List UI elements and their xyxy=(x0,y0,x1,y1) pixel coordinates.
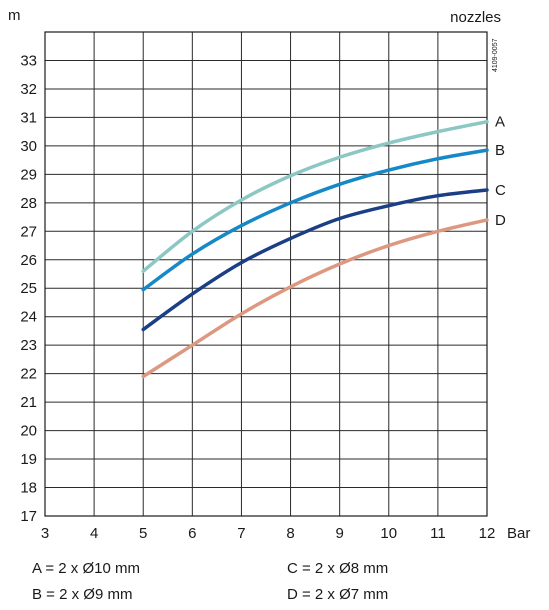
legend-entry-c: C = 2 x Ø8 mm xyxy=(287,560,389,577)
y-tick-label: 18 xyxy=(20,480,37,497)
y-tick-label: 23 xyxy=(20,337,37,354)
series-label-b: B xyxy=(495,142,505,159)
y-tick-label: 25 xyxy=(20,280,37,297)
y-tick-label: 26 xyxy=(20,252,37,269)
y-tick-label: 20 xyxy=(20,423,37,440)
x-tick-label: 9 xyxy=(335,525,343,540)
y-tick-label: 19 xyxy=(20,451,37,468)
x-tick-label: 7 xyxy=(237,525,245,540)
legend-title: nozzles xyxy=(450,9,501,26)
x-tick-label: 12 xyxy=(479,525,496,540)
y-tick-label: 33 xyxy=(20,52,37,69)
y-tick-label: 27 xyxy=(20,223,37,240)
x-tick-label: 11 xyxy=(430,525,446,540)
x-tick-label: 4 xyxy=(90,525,98,540)
x-tick-label: 8 xyxy=(286,525,294,540)
legend-entry-d: D = 2 x Ø7 mm xyxy=(287,586,389,603)
y-tick-label: 17 xyxy=(20,508,37,525)
y-tick-label: 31 xyxy=(20,109,37,126)
y-tick-label: 28 xyxy=(20,195,37,212)
y-tick-label: 29 xyxy=(20,166,37,183)
plot-frame xyxy=(44,31,488,517)
y-tick-label: 30 xyxy=(20,138,37,155)
figure-code: 4109-0057 xyxy=(492,38,499,72)
y-tick-label: 22 xyxy=(20,366,37,383)
series-label-c: C xyxy=(495,182,506,199)
legend-entry-b: B = 2 x Ø9 mm xyxy=(32,586,133,603)
series-label-d: D xyxy=(495,212,506,229)
series-line-b xyxy=(141,148,489,292)
legend-entry-a: A = 2 x Ø10 mm xyxy=(32,560,140,577)
x-tick-label: 5 xyxy=(139,525,147,540)
y-tick-label: 21 xyxy=(20,394,37,411)
x-tick-label: 6 xyxy=(188,525,196,540)
y-tick-label: 24 xyxy=(20,309,37,326)
series-line-c xyxy=(141,188,489,332)
y-axis-label: m xyxy=(8,7,21,24)
x-axis-label: Bar xyxy=(507,525,530,540)
series-line-a xyxy=(141,119,489,273)
x-tick-label: 3 xyxy=(41,525,49,540)
x-tick-label: 10 xyxy=(380,525,397,540)
series-line-d xyxy=(141,218,489,379)
y-tick-label: 32 xyxy=(20,81,37,98)
series-label-a: A xyxy=(495,114,505,131)
chart: 3 4 5 6 7 8 9 10 11 12 17 18 19 20 21 22 23 24 25 26 27 28 29 3… xyxy=(8,7,530,540)
